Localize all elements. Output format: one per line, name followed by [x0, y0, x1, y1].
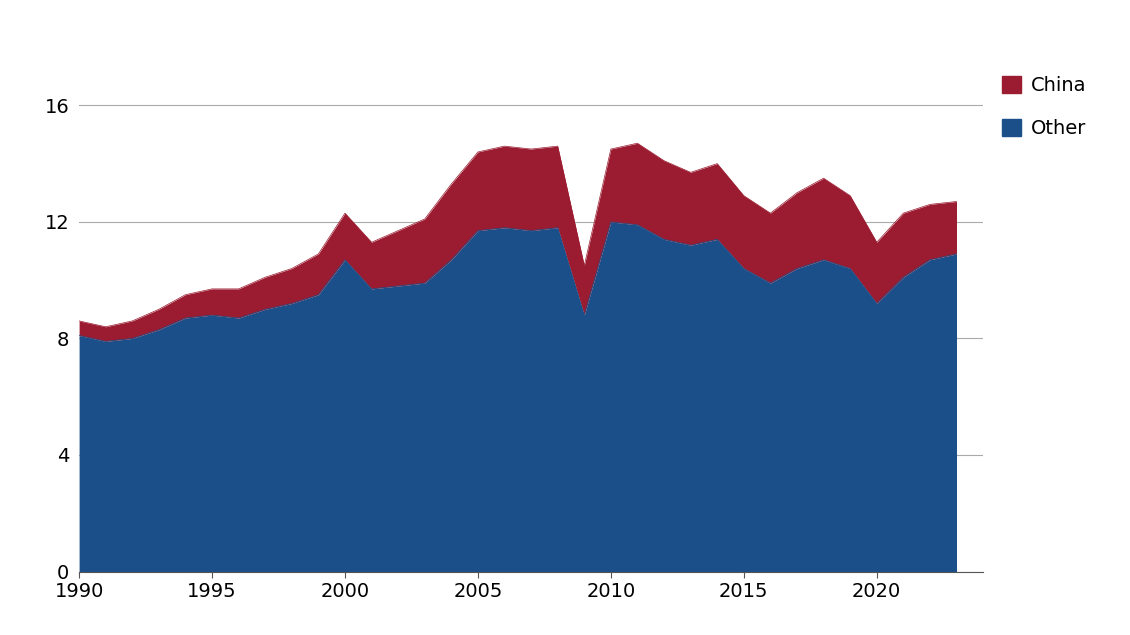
Legend: China, Other: China, Other	[1002, 76, 1087, 138]
